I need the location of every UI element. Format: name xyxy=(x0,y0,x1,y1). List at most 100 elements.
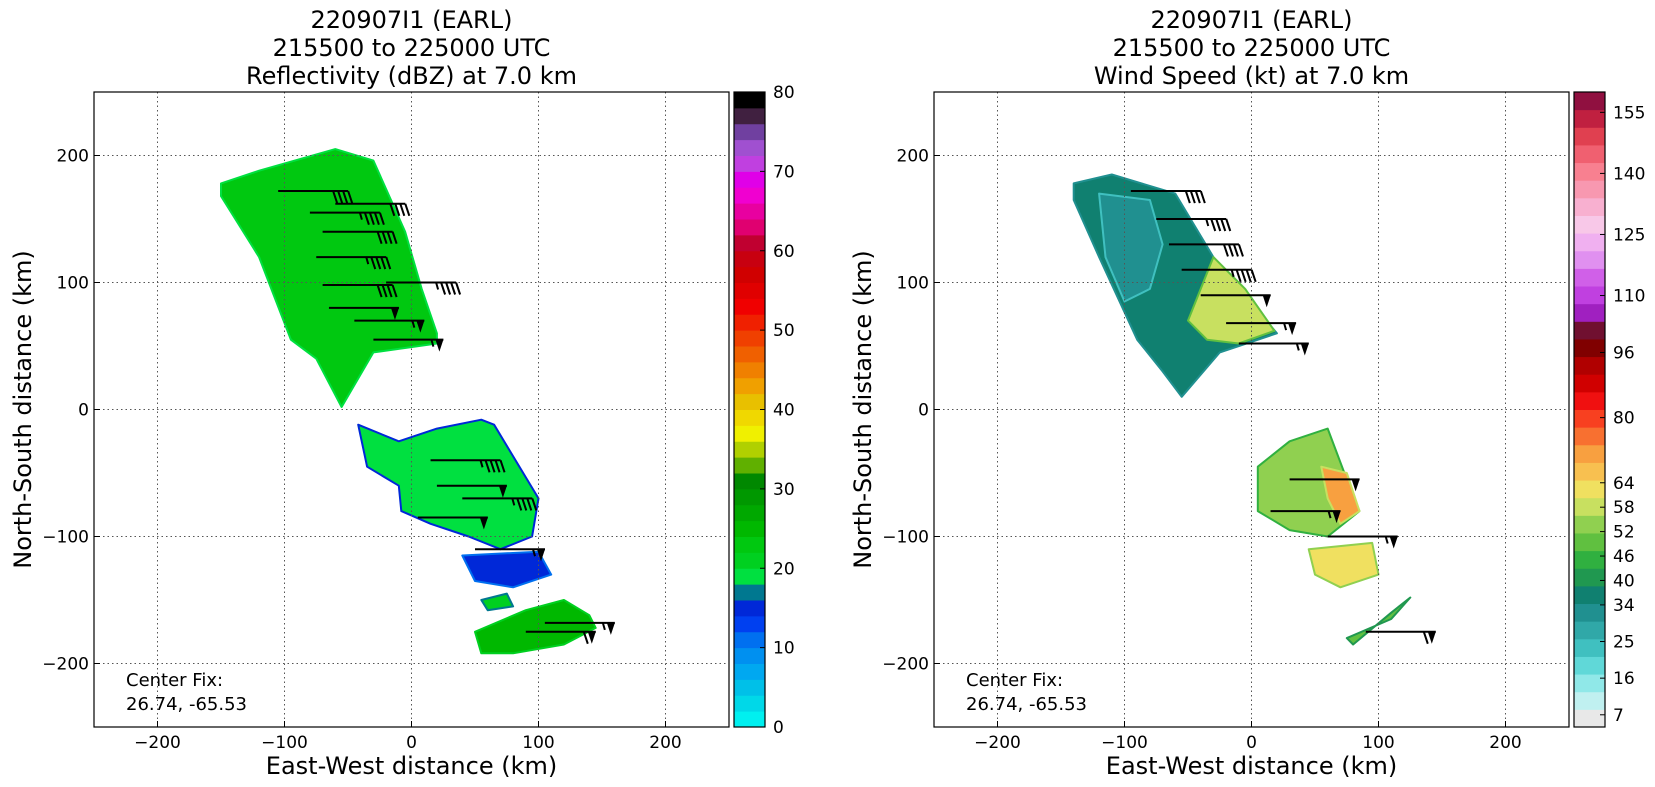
wind-barb-pennant xyxy=(1262,295,1271,308)
wind-barb xyxy=(322,230,398,245)
wind-barb-full xyxy=(368,212,375,225)
colorbar-swatch xyxy=(734,203,765,220)
wind-barb-full xyxy=(386,231,393,245)
colorbar-swatch xyxy=(734,266,765,283)
wind-barb xyxy=(544,621,615,635)
colorbar-swatch xyxy=(734,139,765,156)
wind-barb-full xyxy=(332,190,339,204)
colorbar-swatch xyxy=(734,441,765,458)
colorbar-swatch xyxy=(734,711,765,728)
data-regions xyxy=(1072,173,1412,646)
data-region-central-purple xyxy=(1320,465,1361,525)
colorbar-swatch xyxy=(1574,691,1605,710)
wind-barb-full xyxy=(531,498,538,511)
wind-barb-pennant xyxy=(498,485,507,498)
wind-barb-full xyxy=(391,231,398,245)
colorbar-swatch xyxy=(1574,427,1605,446)
chart-title-line: 220907I1 (EARL) xyxy=(311,6,513,34)
colorbar-swatch xyxy=(1574,321,1605,340)
wind-barb-full xyxy=(1422,631,1429,645)
colorbar-swatch xyxy=(734,314,765,331)
wind-barb xyxy=(278,190,354,204)
wind-barb xyxy=(335,202,411,217)
colorbar-swatch xyxy=(734,346,765,363)
chart-title-line: 215500 to 225000 UTC xyxy=(1113,34,1391,62)
wind-barb xyxy=(1365,630,1436,645)
wind-barb-full xyxy=(489,459,496,473)
colorbar-swatch xyxy=(734,663,765,680)
y-tick-label: 0 xyxy=(918,401,929,421)
colorbar-swatch xyxy=(1574,462,1605,481)
center-fix-annotation: Center Fix: xyxy=(126,670,223,691)
wind-barb xyxy=(373,338,444,352)
wind-barb-half xyxy=(365,256,370,265)
wind-barb-full xyxy=(404,203,411,217)
colorbar-swatch xyxy=(734,457,765,474)
colorbar-swatch xyxy=(734,615,765,633)
colorbar-swatch xyxy=(734,552,765,569)
x-tick-label: −100 xyxy=(1101,733,1148,753)
colorbar-swatch xyxy=(1574,656,1605,675)
wind-barb-pennant xyxy=(435,339,444,352)
colorbar-tick-label: 25 xyxy=(1613,633,1635,653)
colorbar-swatch xyxy=(734,584,765,601)
colorbar-swatch xyxy=(734,631,765,649)
y-tick-label: −200 xyxy=(882,655,929,675)
colorbar-swatch xyxy=(734,488,765,506)
wind-barb-full xyxy=(373,212,380,225)
colorbar-tick-label: 70 xyxy=(773,162,795,182)
data-region-north-band xyxy=(220,148,438,408)
data-region-south-band xyxy=(1345,596,1412,646)
wind-barb-full xyxy=(378,212,385,225)
wind-barb-full xyxy=(342,190,349,204)
wind-barb-full xyxy=(526,498,533,511)
colorbar-swatch xyxy=(734,107,765,125)
wind-barb-full xyxy=(1184,190,1191,204)
colorbar-swatch xyxy=(734,155,765,172)
colorbar-swatch xyxy=(734,473,765,490)
wind-barb-full xyxy=(1194,190,1201,204)
colorbar-swatch xyxy=(734,600,765,617)
wind-barb-full xyxy=(375,256,382,270)
wind-barb-full xyxy=(370,256,377,270)
wind-barb-full xyxy=(1250,269,1257,283)
colorbar-swatch xyxy=(1574,621,1605,640)
colorbar-tick-label: 10 xyxy=(773,639,795,659)
colorbar-tick-label: 34 xyxy=(1613,596,1635,616)
y-axis-label: North-South distance (km) xyxy=(9,250,37,569)
wind-barb-full xyxy=(450,282,457,295)
colorbar-tick-label: 16 xyxy=(1613,669,1635,689)
colorbar-swatch xyxy=(1574,286,1605,305)
wind-barb-full xyxy=(376,284,383,298)
colorbar-swatch xyxy=(1574,374,1605,393)
wind-barb-full xyxy=(381,231,388,245)
colorbar-swatch xyxy=(1574,215,1605,234)
colorbar: 0 10 20 30 40 50 60 70 80 xyxy=(733,83,795,738)
wind-barb xyxy=(436,484,507,498)
data-region-fragment-b xyxy=(480,592,515,612)
colorbar-swatch xyxy=(734,219,765,236)
wind-barb-pennant xyxy=(416,320,425,333)
wind-barb-half xyxy=(1384,536,1389,544)
wind-barb-full xyxy=(440,282,447,295)
wind-barb-full xyxy=(582,631,589,645)
data-region-central-band xyxy=(357,418,540,551)
wind-barb xyxy=(328,306,399,320)
colorbar-swatch xyxy=(1574,162,1605,181)
wind-barb-half xyxy=(1295,343,1300,351)
wind-barb-half xyxy=(1205,218,1210,227)
wind-barb-full xyxy=(445,282,452,295)
wind-barb-pennant xyxy=(1288,323,1297,336)
y-tick-label: 100 xyxy=(897,274,929,294)
wind-barb-full xyxy=(386,284,393,298)
y-tick-label: −100 xyxy=(42,528,89,548)
colorbar-swatch xyxy=(734,171,765,188)
chart-title-line: Reflectivity (dBZ) at 7.0 km xyxy=(246,62,577,90)
wind-barb xyxy=(309,211,385,225)
wind-barb xyxy=(1238,342,1309,356)
wind-barb-full xyxy=(1189,190,1196,204)
wind-barb-full xyxy=(1240,269,1247,283)
colorbar-swatch xyxy=(734,250,765,268)
x-tick-label: −200 xyxy=(974,733,1021,753)
wind-barb-half xyxy=(358,212,363,220)
